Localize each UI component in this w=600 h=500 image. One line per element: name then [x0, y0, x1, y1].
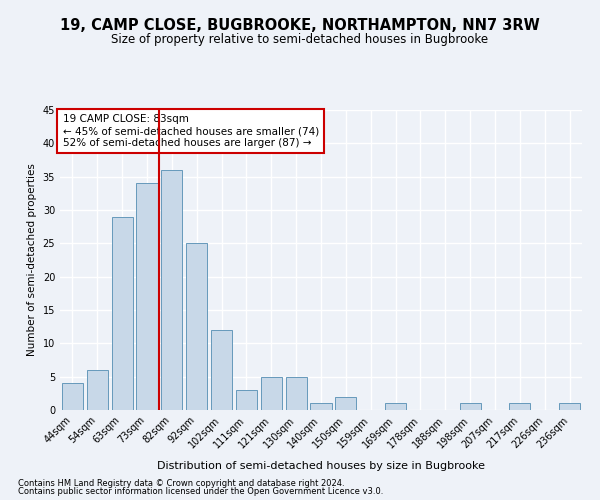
X-axis label: Distribution of semi-detached houses by size in Bugbrooke: Distribution of semi-detached houses by …: [157, 461, 485, 471]
Bar: [310, 404, 332, 410]
Text: Contains public sector information licensed under the Open Government Licence v3: Contains public sector information licen…: [18, 487, 383, 496]
Y-axis label: Number of semi-detached properties: Number of semi-detached properties: [27, 164, 37, 356]
Bar: [136, 184, 158, 410]
Bar: [112, 216, 133, 410]
Text: 19 CAMP CLOSE: 83sqm
← 45% of semi-detached houses are smaller (74)
52% of semi-: 19 CAMP CLOSE: 83sqm ← 45% of semi-detac…: [62, 114, 319, 148]
Bar: [161, 170, 182, 410]
Text: Contains HM Land Registry data © Crown copyright and database right 2024.: Contains HM Land Registry data © Crown c…: [18, 478, 344, 488]
Bar: [460, 404, 481, 410]
Bar: [559, 404, 580, 410]
Bar: [261, 376, 282, 410]
Bar: [385, 404, 406, 410]
Bar: [62, 384, 83, 410]
Bar: [211, 330, 232, 410]
Bar: [286, 376, 307, 410]
Bar: [236, 390, 257, 410]
Text: Size of property relative to semi-detached houses in Bugbrooke: Size of property relative to semi-detach…: [112, 32, 488, 46]
Bar: [509, 404, 530, 410]
Bar: [186, 244, 207, 410]
Bar: [335, 396, 356, 410]
Bar: [87, 370, 108, 410]
Text: 19, CAMP CLOSE, BUGBROOKE, NORTHAMPTON, NN7 3RW: 19, CAMP CLOSE, BUGBROOKE, NORTHAMPTON, …: [60, 18, 540, 32]
